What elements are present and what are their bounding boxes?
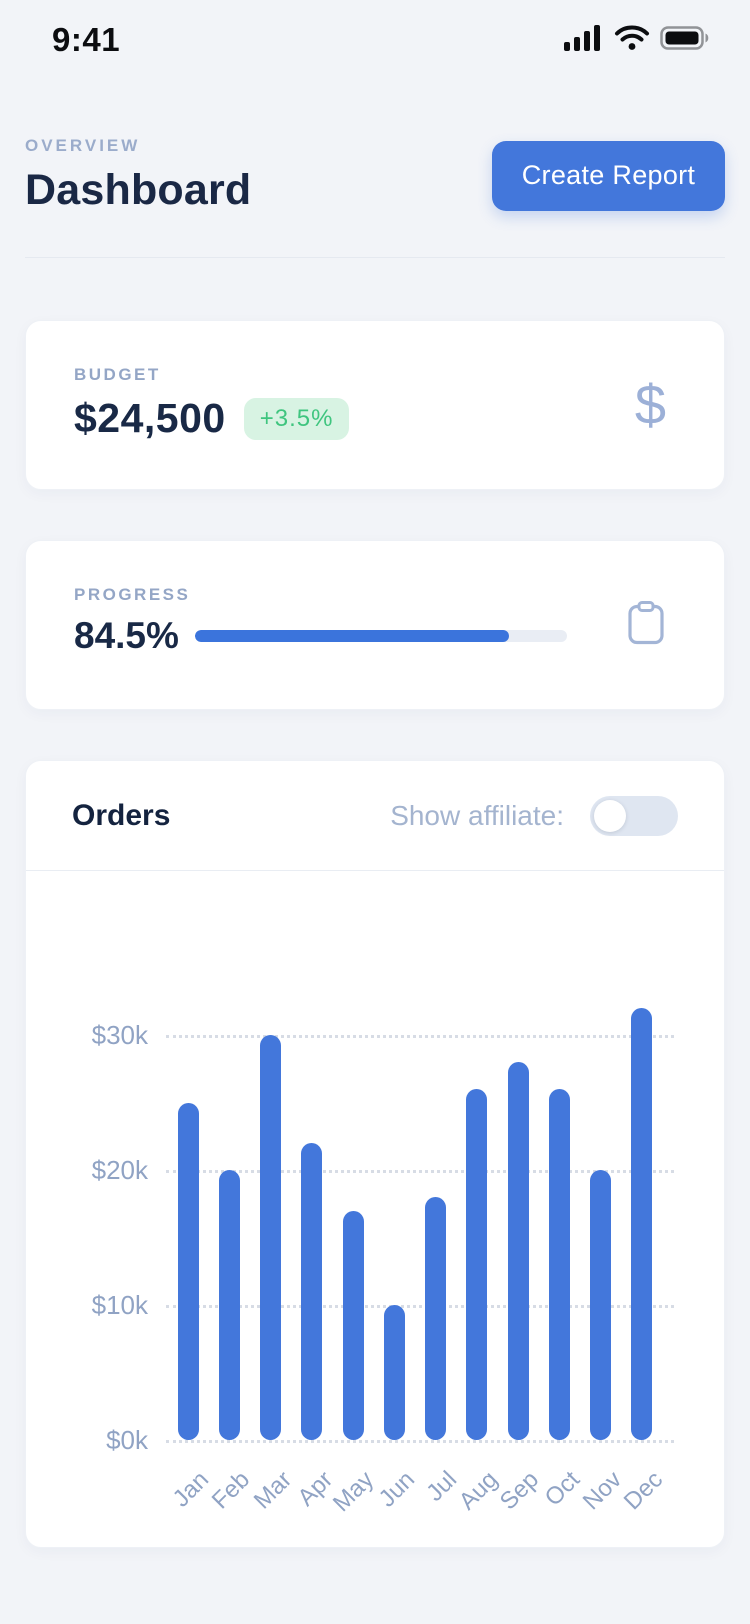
bar-Mar — [260, 1035, 282, 1440]
battery-icon — [660, 25, 710, 56]
status-icons — [564, 24, 710, 56]
page-content: OVERVIEW Dashboard Create Report BUDGET … — [0, 136, 750, 1548]
progress-card: PROGRESS 84.5% — [25, 540, 725, 710]
status-time: 9:41 — [52, 21, 121, 58]
gridline-$20k — [166, 1170, 674, 1173]
bar-Feb — [218, 1170, 240, 1440]
y-axis-tick-label: $0k — [106, 1425, 148, 1455]
bar-Jan — [177, 1102, 199, 1440]
orders-controls: Show affiliate: — [390, 795, 678, 836]
breadcrumb-eyebrow: OVERVIEW — [25, 136, 141, 155]
gridline-$30k — [166, 1035, 674, 1038]
budget-card: BUDGET $24,500 +3.5% $ — [25, 320, 725, 490]
y-axis-tick-label: $10k — [91, 1290, 148, 1320]
bar-Jul — [425, 1197, 447, 1440]
budget-label: BUDGET — [74, 365, 161, 384]
y-axis-tick-label: $20k — [91, 1155, 148, 1185]
orders-card: Orders Show affiliate: $0k $10k $20k $30k Ja… — [25, 760, 725, 1548]
toggle-knob — [594, 799, 626, 832]
page-header-titles: OVERVIEW Dashboard — [25, 136, 251, 215]
progress-label: PROGRESS — [74, 585, 191, 604]
page-title: Dashboard — [25, 166, 252, 214]
show-affiliate-toggle[interactable] — [590, 795, 678, 836]
bar-Aug — [466, 1089, 488, 1440]
dollar-icon: $ — [634, 373, 666, 436]
page-header: OVERVIEW Dashboard Create Report — [25, 136, 725, 215]
bar-Nov — [590, 1170, 612, 1440]
signal-icon — [564, 24, 604, 56]
orders-card-header: Orders Show affiliate: — [26, 761, 724, 871]
create-report-button[interactable]: Create Report — [492, 140, 725, 211]
orders-title: Orders — [72, 798, 171, 832]
bar-Dec — [631, 1008, 653, 1440]
bar-Jun — [383, 1305, 405, 1440]
progress-bar-fill — [194, 630, 510, 642]
wifi-icon — [614, 24, 650, 56]
y-axis-tick-label: $30k — [91, 1020, 148, 1050]
budget-delta-badge: +3.5% — [243, 397, 350, 440]
status-bar: 9:41 — [0, 0, 750, 66]
bar-Apr — [301, 1143, 323, 1440]
orders-bar-chart: $0k $10k $20k $30k Jan Feb Mar Apr May Jun Jul Aug S… — [26, 871, 724, 1547]
gridline-$10k — [166, 1305, 674, 1308]
progress-value-row: 84.5% — [74, 615, 724, 657]
header-divider — [25, 257, 725, 258]
show-affiliate-label: Show affiliate: — [390, 799, 564, 831]
bar-Oct — [548, 1089, 570, 1440]
bar-May — [342, 1210, 364, 1440]
gridline-$0k — [166, 1440, 674, 1443]
clipboard-icon — [626, 599, 666, 651]
progress-bar-track — [194, 630, 567, 642]
progress-value: 84.5% — [74, 615, 179, 656]
budget-value-row: $24,500 +3.5% — [74, 395, 724, 442]
budget-value: $24,500 — [74, 395, 226, 441]
bar-Sep — [507, 1062, 529, 1440]
